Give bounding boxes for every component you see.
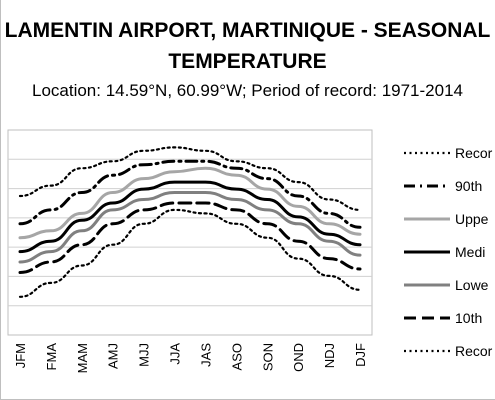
legend-label: Medi [455,244,485,260]
series-line-0 [18,146,362,211]
series-line-6 [18,208,362,298]
x-tick-label: NDJ [322,343,337,368]
x-tick-label: MAM [75,343,90,373]
series-line-2 [18,166,362,240]
legend-label: 90th [455,178,482,194]
x-tick-label: ASO [229,343,244,370]
plot-border [7,129,373,336]
series-line-3 [18,180,362,254]
chart-subtitle: Location: 14.59°N, 60.99°W; Period of re… [31,81,463,100]
legend-label: Lowe [455,277,489,293]
x-tick-label: OND [291,343,306,372]
legend-label: Uppe [455,211,489,227]
x-tick-label: JFM [13,343,28,368]
chart-title-line1: LAMENTIN AIRPORT, MARTINIQUE - SEASONAL [4,19,491,42]
x-tick-label: SON [260,343,275,371]
x-tick-label: FMA [44,343,59,371]
series-line-1 [18,159,362,229]
legend-label: Recor [455,343,493,359]
x-tick-label: AMJ [106,343,121,369]
legend-label: 10th [455,310,482,326]
x-tick-label: JAS [199,343,214,367]
series-line-4 [18,191,362,264]
x-tick-label: JJA [168,343,183,365]
chart-title-line2: TEMPERATURE [168,50,327,73]
x-tick-label: MJJ [137,343,152,367]
series-line-5 [18,201,362,274]
legend-label: Recor [455,145,493,161]
x-tick-label: DJF [353,343,368,367]
